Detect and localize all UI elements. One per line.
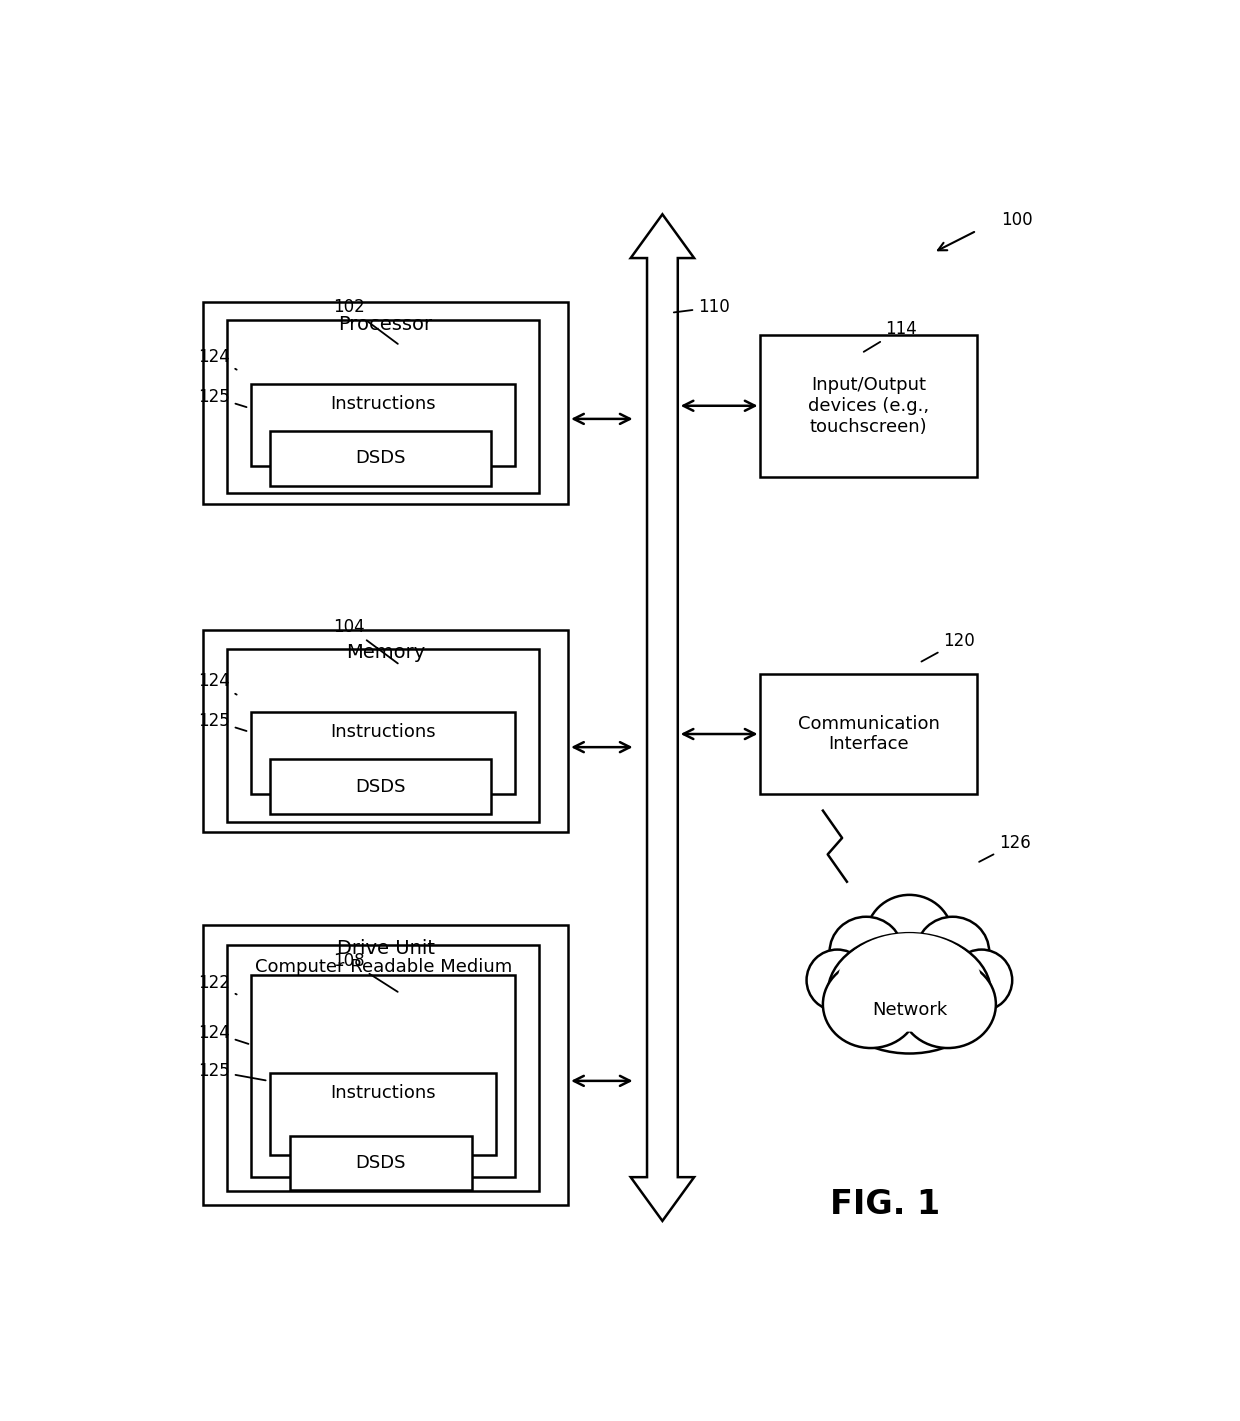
- Text: Instructions: Instructions: [330, 395, 436, 414]
- Ellipse shape: [916, 917, 990, 986]
- Text: 114: 114: [864, 320, 918, 352]
- Text: Instructions: Instructions: [330, 1084, 436, 1103]
- Text: 102: 102: [332, 298, 398, 344]
- Text: 122: 122: [198, 975, 237, 995]
- Text: Instructions: Instructions: [330, 723, 436, 742]
- Bar: [227, 945, 539, 1191]
- Text: 125: 125: [198, 1061, 265, 1080]
- Text: Computer Readable Medium: Computer Readable Medium: [254, 958, 512, 976]
- Text: DSDS: DSDS: [356, 449, 405, 468]
- Polygon shape: [631, 215, 694, 1221]
- Bar: [227, 320, 539, 493]
- Text: DSDS: DSDS: [356, 1154, 405, 1172]
- Text: 124: 124: [198, 1023, 248, 1044]
- Text: Network: Network: [872, 1000, 947, 1019]
- Text: 120: 120: [921, 632, 975, 662]
- Text: DSDS: DSDS: [356, 777, 405, 796]
- Text: Processor: Processor: [339, 315, 433, 334]
- Text: 125: 125: [198, 388, 247, 408]
- Text: FIG. 1: FIG. 1: [831, 1188, 940, 1221]
- Ellipse shape: [828, 958, 991, 1050]
- Bar: [250, 384, 516, 466]
- Ellipse shape: [823, 961, 919, 1049]
- Ellipse shape: [828, 934, 991, 1053]
- Bar: [203, 301, 568, 504]
- Text: 104: 104: [332, 618, 398, 664]
- Text: 108: 108: [332, 952, 398, 992]
- Text: Memory: Memory: [346, 644, 425, 662]
- Bar: [270, 431, 491, 486]
- Bar: [290, 1135, 472, 1191]
- Ellipse shape: [900, 961, 996, 1049]
- Text: 125: 125: [198, 712, 247, 730]
- Ellipse shape: [866, 895, 952, 978]
- Bar: [203, 925, 568, 1205]
- Text: Input/Output
devices (e.g.,
touchscreen): Input/Output devices (e.g., touchscreen): [808, 377, 929, 436]
- Bar: [227, 648, 539, 821]
- Bar: [270, 1073, 496, 1155]
- Bar: [250, 975, 516, 1177]
- Bar: [203, 630, 568, 833]
- Text: 124: 124: [198, 348, 237, 369]
- Bar: [270, 759, 491, 814]
- Text: Communication
Interface: Communication Interface: [797, 715, 940, 753]
- Text: Drive Unit: Drive Unit: [336, 939, 435, 958]
- Bar: [250, 712, 516, 794]
- Bar: [760, 335, 977, 477]
- Ellipse shape: [951, 949, 1012, 1010]
- Ellipse shape: [830, 917, 903, 986]
- Text: 124: 124: [198, 672, 237, 695]
- Bar: [760, 674, 977, 794]
- Ellipse shape: [837, 934, 982, 1032]
- Ellipse shape: [806, 949, 868, 1010]
- Text: 126: 126: [980, 834, 1030, 863]
- Text: 100: 100: [1001, 210, 1033, 229]
- Text: 110: 110: [673, 298, 729, 317]
